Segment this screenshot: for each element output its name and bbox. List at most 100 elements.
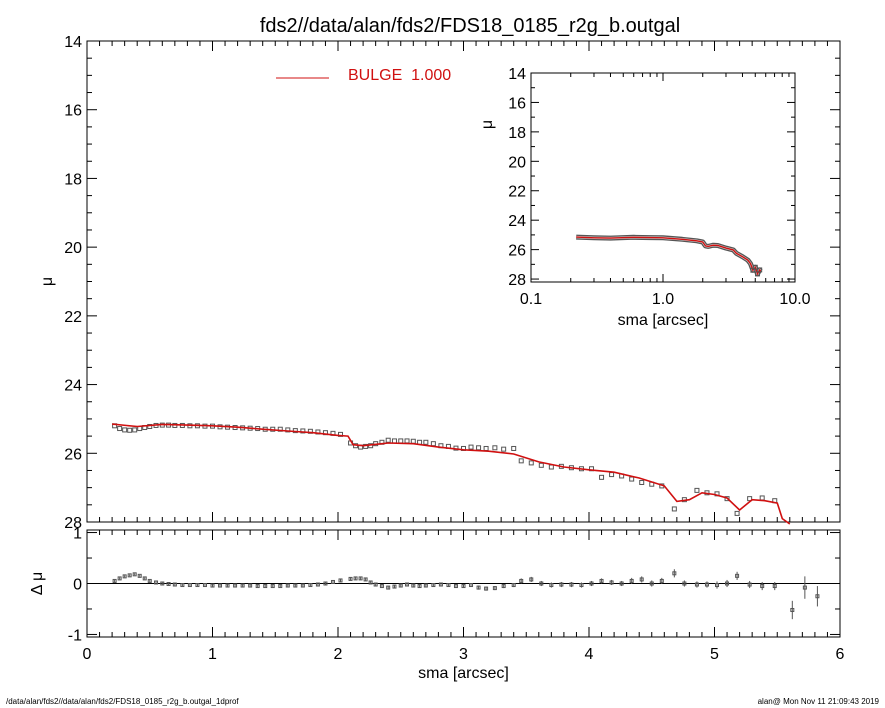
data-point: [410, 438, 416, 444]
residual-point: [453, 584, 458, 589]
x-tick-label: 1: [208, 646, 217, 663]
residual-point: [704, 582, 709, 587]
data-point: [671, 506, 677, 512]
residual-point: [484, 586, 489, 591]
residual-point: [285, 583, 290, 588]
residual-point: [293, 583, 298, 588]
y-axis-label: μ: [39, 277, 56, 286]
residual-point: [348, 576, 353, 581]
residual-point: [672, 571, 677, 576]
data-point: [629, 476, 635, 482]
residual-point: [373, 582, 378, 587]
data-point: [300, 428, 306, 434]
y-tick-label: -1: [68, 627, 82, 644]
data-point: [430, 441, 436, 447]
y-tick-label: 18: [508, 125, 526, 142]
residual-point: [438, 582, 443, 587]
residual-point: [172, 582, 177, 587]
residual-point: [649, 581, 654, 586]
residual-point: [411, 583, 416, 588]
y-tick-label: 22: [64, 309, 82, 326]
data-point: [132, 427, 138, 433]
y-tick-label: 24: [64, 378, 82, 395]
data-point: [734, 510, 740, 516]
residual-point: [358, 576, 363, 581]
y-axis-label: Δ μ: [29, 572, 46, 595]
residual-point: [248, 583, 253, 588]
residual-point: [398, 583, 403, 588]
residual-point: [142, 576, 147, 581]
residual-point: [137, 573, 142, 578]
legend: BULGE 1.000: [276, 67, 451, 84]
data-point: [391, 438, 397, 444]
residual-point: [469, 583, 474, 588]
data-point: [423, 439, 429, 445]
residual-point: [511, 583, 516, 588]
data-point: [609, 472, 615, 478]
residual-point: [417, 584, 422, 589]
data-point: [528, 460, 534, 466]
residual-point: [492, 586, 497, 591]
data-point: [117, 426, 123, 432]
residual-point: [202, 583, 207, 588]
data-point: [501, 446, 507, 452]
y-tick-label: 14: [508, 66, 526, 83]
inset-axes-frame: [530, 72, 796, 283]
data-point: [599, 474, 605, 480]
data-point: [147, 423, 153, 429]
data-point: [694, 487, 700, 493]
residual-point: [225, 583, 230, 588]
y-tick-label: 20: [64, 240, 82, 257]
x-tick-label: 5: [710, 646, 719, 663]
residual-point: [735, 573, 740, 578]
residual-point: [154, 580, 159, 585]
data-point: [483, 445, 489, 451]
residual-point: [132, 572, 137, 577]
data-point: [518, 458, 524, 464]
y-tick-label: 16: [508, 95, 526, 112]
y-tick-label: 16: [64, 103, 82, 120]
main-profile-panel: 14 16 18 20 22 24 26 28 μ: [39, 34, 841, 532]
x-tick-label: 0.1: [520, 291, 542, 308]
residual-point: [519, 578, 524, 583]
data-point: [538, 462, 544, 468]
residual-point: [315, 582, 320, 587]
residual-point: [529, 577, 534, 582]
residual-point: [323, 581, 328, 586]
residual-point: [559, 582, 564, 587]
data-point: [385, 437, 391, 443]
residual-point: [147, 578, 152, 583]
residual-point: [423, 583, 428, 588]
residual-point: [255, 584, 260, 589]
residual-point: [363, 577, 368, 582]
y-tick-label: 1: [73, 526, 82, 543]
data-point: [492, 445, 498, 451]
data-point: [404, 438, 410, 444]
residual-point: [240, 583, 245, 588]
data-point: [285, 427, 291, 433]
data-point: [468, 444, 474, 450]
residual-point: [682, 581, 687, 586]
y-tick-label: 22: [508, 184, 526, 201]
y-tick-label: 28: [64, 515, 82, 532]
residual-point: [278, 584, 283, 589]
data-point: [476, 445, 482, 451]
inset-log-profile-panel: 14 16 18 20 22 24 26 28 0.1 1.0 10.0 sma [arcsec] μ: [479, 66, 811, 329]
residual-point: [233, 583, 238, 588]
residual-point: [549, 583, 554, 588]
x-tick-label: 10.0: [779, 291, 810, 308]
residual-point: [802, 585, 807, 590]
residual-point: [609, 580, 614, 585]
residual-point: [195, 583, 200, 588]
y-axis-label: μ: [479, 120, 496, 129]
y-tick-label: 26: [64, 446, 82, 463]
data-point: [759, 495, 765, 501]
residual-point: [747, 582, 752, 587]
residual-point: [579, 583, 584, 588]
residual-point: [353, 576, 358, 581]
x-axis-label: sma [arcsec]: [418, 665, 509, 682]
residual-point: [338, 578, 343, 583]
y-tick-label: 18: [64, 171, 82, 188]
